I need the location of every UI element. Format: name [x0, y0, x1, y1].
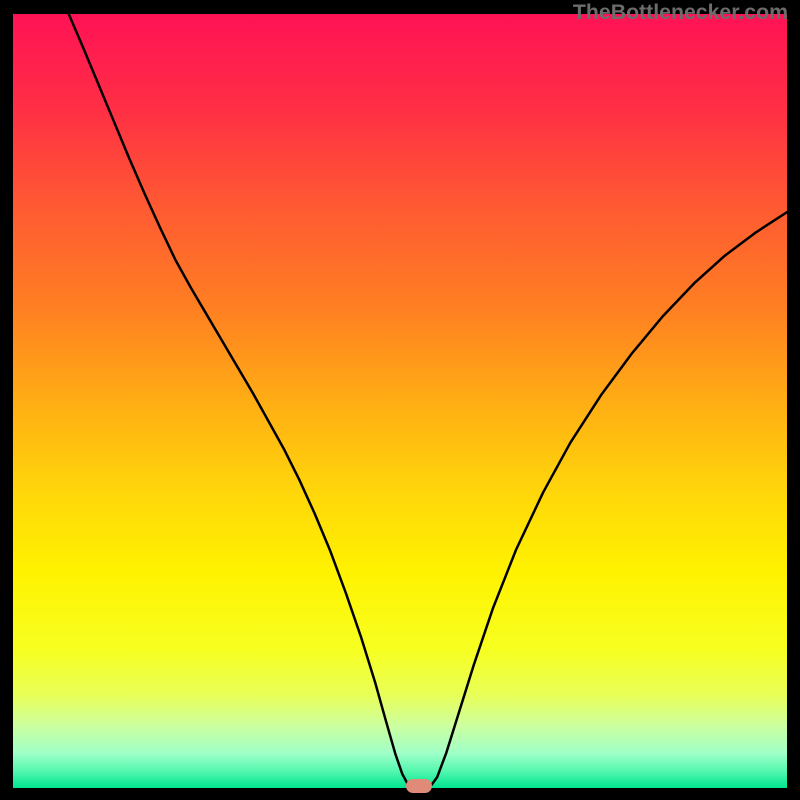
- watermark-label: TheBottlenecker.com: [573, 0, 788, 25]
- bottleneck-chart: TheBottlenecker.com: [0, 0, 800, 800]
- bottleneck-curve: [13, 14, 787, 788]
- optimal-point-marker: [406, 779, 432, 793]
- plot-area: [13, 14, 787, 788]
